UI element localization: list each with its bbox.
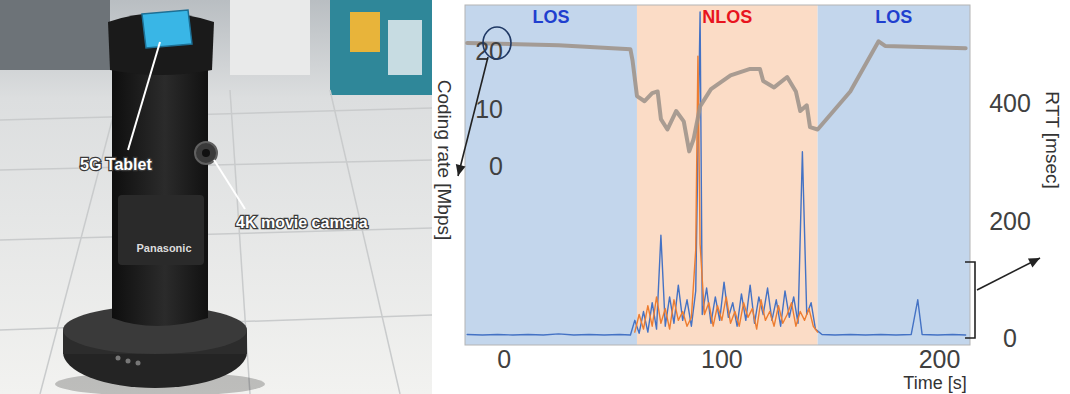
robot-light (116, 356, 121, 361)
y2-tick-label: 400 (989, 89, 1031, 117)
y-tick-label: 0 (489, 152, 503, 180)
region-label: LOS (875, 7, 912, 27)
photo: Panasonic 5G Tablet 4K movie camera (0, 0, 432, 394)
robot-tablet (142, 10, 192, 48)
annotation-arrow (458, 57, 488, 176)
callout-line (128, 42, 160, 150)
wall-left (0, 0, 110, 70)
y-tick-label: 10 (475, 95, 503, 123)
region-label: NLOS (702, 7, 752, 27)
annotation-bracket (965, 262, 975, 338)
annotation-ellipse (483, 27, 511, 59)
floor-tile-line (330, 90, 400, 394)
series-group (467, 12, 965, 335)
photo-label: 5G Tablet (80, 156, 152, 173)
x-axis-title: Time [s] (903, 373, 966, 393)
y2-tick-label: 200 (989, 207, 1031, 235)
region-band (818, 5, 970, 345)
robot-body (112, 60, 208, 326)
photo-label: 4K movie camera (236, 214, 368, 231)
y-tick-label: 20 (475, 37, 503, 65)
chart: LOSNLOSLOS0102002004000100200Time [s]Cod… (434, 5, 1063, 393)
page: Panasonic 5G Tablet 4K movie camera LOS NLOS… (0, 0, 1070, 394)
y2-axis-title: RTT [msec] (1042, 91, 1063, 188)
robot-panel (118, 195, 204, 265)
poster-detail (388, 20, 422, 75)
region-label: LOS (532, 7, 569, 27)
annotation-arrow-head (456, 164, 466, 176)
y2-tick-label: 0 (1003, 324, 1017, 352)
floor (0, 0, 432, 394)
rtt-line (467, 12, 965, 335)
annotation-arrow (977, 258, 1040, 290)
rtt-line (635, 56, 818, 332)
floor-tile-line (0, 108, 432, 120)
regions (465, 5, 970, 345)
wall-poster (330, 0, 432, 95)
callout-line (214, 160, 245, 209)
region-band (465, 5, 637, 345)
y-axis-title: Coding rate [Mbps] (434, 80, 455, 241)
x-tick-label: 100 (701, 345, 743, 373)
robot-light (126, 359, 131, 364)
robot-camera-lens (202, 149, 210, 157)
poster-detail (350, 12, 380, 52)
annotation-arrow-head (1028, 258, 1040, 267)
x-tick-label: 0 (497, 345, 511, 373)
robot-light (136, 361, 141, 366)
robot-brand: Panasonic (136, 242, 191, 254)
coding-rate-line (467, 41, 965, 151)
wall-column (230, 0, 310, 75)
plot-frame (465, 5, 970, 345)
x-tick-label: 200 (919, 345, 961, 373)
